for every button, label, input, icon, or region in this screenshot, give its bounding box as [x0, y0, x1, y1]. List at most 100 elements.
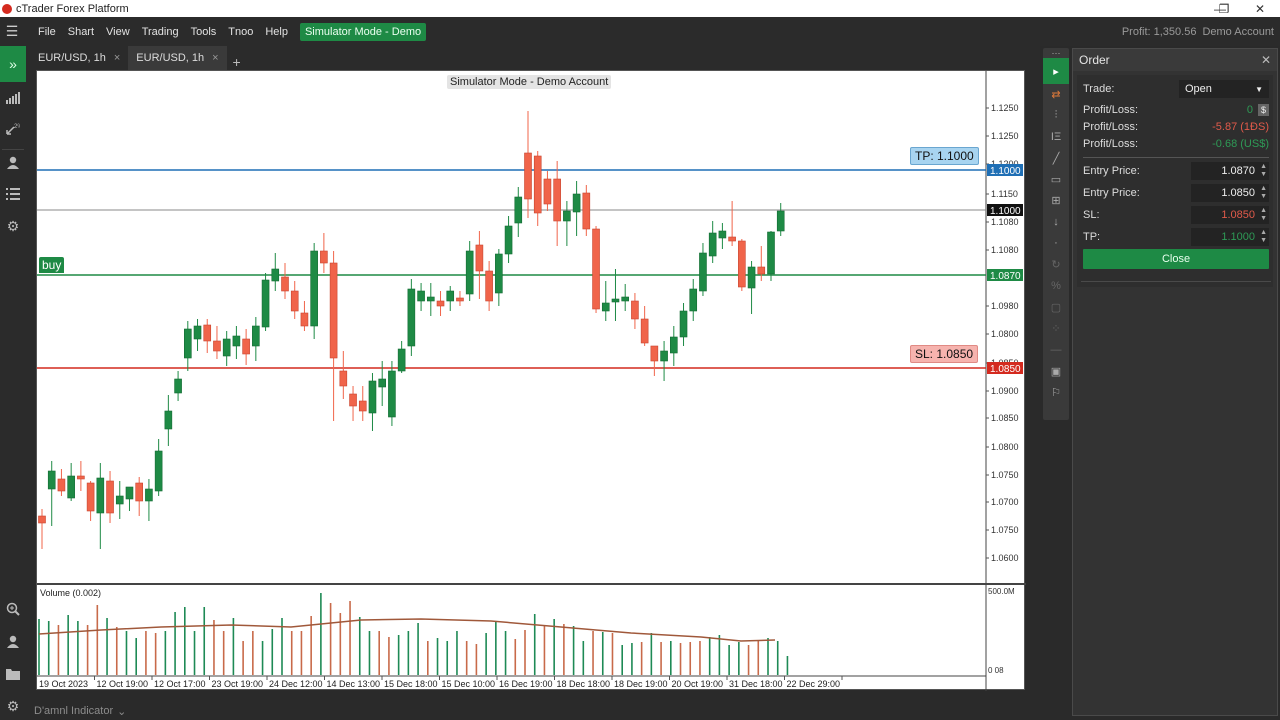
sl-input[interactable]: 1.0850 ▲ ▼ [1191, 206, 1269, 224]
rotate-tool-icon[interactable]: ↻ [1051, 259, 1061, 272]
tp-label[interactable]: TP: 1.1000 [910, 147, 979, 165]
svg-text:15 Dec 10:00: 15 Dec 10:00 [442, 679, 496, 689]
text-tool-icon[interactable]: ▭ [1050, 174, 1062, 186]
candlestick-chart[interactable]: 1.12501.12501.12001.11501.10801.10801.09… [37, 71, 1026, 691]
tp-input[interactable]: 1.1000 ▲ ▼ [1191, 228, 1269, 246]
crosshair-tool-icon[interactable]: ⇄ [1051, 88, 1061, 101]
gear-icon[interactable]: ⚙ [6, 697, 20, 714]
dot-tool-icon[interactable]: · [1054, 237, 1058, 250]
svg-text:1.0870: 1.0870 [990, 271, 1021, 282]
pl-label: Profit/Loss: [1083, 121, 1139, 133]
buy-label[interactable]: buy [39, 257, 65, 273]
svg-text:16 Dec 19:00: 16 Dec 19:00 [499, 679, 553, 689]
arrow-down-tool-icon[interactable]: ↓ [1053, 216, 1059, 229]
pl-label: Profit/Loss: [1083, 138, 1139, 150]
chevron-down-icon[interactable]: ⌄ [117, 705, 127, 718]
note-tool-icon[interactable]: ▣ [1050, 365, 1062, 378]
menu-help[interactable]: Help [265, 25, 288, 38]
restore-button[interactable]: ❐ [1218, 1, 1230, 16]
account-icon[interactable] [0, 627, 26, 655]
tab-label: EUR/USD, 1h [136, 52, 205, 64]
pl-value: 0 [1246, 104, 1253, 116]
menu-view[interactable]: View [106, 25, 130, 38]
close-window-button[interactable]: ✕ [1254, 1, 1266, 16]
entry-price-label: Entry Price: [1083, 165, 1140, 177]
stepper-icon[interactable]: ▲ ▼ [1260, 185, 1267, 200]
minimize-button[interactable]: — [1214, 1, 1226, 16]
expand-icon[interactable]: » [0, 46, 26, 82]
list-icon[interactable] [0, 180, 26, 208]
window-titlebar: cTrader Forex Platform — ❐ ✕ [0, 0, 1280, 17]
menu-tools[interactable]: Tools [190, 25, 217, 38]
tab-eurusd-2[interactable]: EUR/USD, 1h × [128, 46, 227, 70]
cursor-tool-icon[interactable]: ▸ [1043, 58, 1069, 84]
menu-tnoo[interactable]: Tnoo [228, 25, 254, 38]
entry-price-input[interactable]: 1.0870 ▲ ▼ [1191, 162, 1269, 180]
signal-tool-icon[interactable]: ⚐ [1051, 387, 1061, 399]
measure-tool-icon[interactable]: — [1050, 343, 1062, 356]
app-logo-icon [2, 3, 12, 14]
svg-text:1.0800: 1.0800 [991, 329, 1019, 339]
menu-chart[interactable]: Shart [67, 25, 95, 38]
order-title: Order [1079, 53, 1110, 67]
svg-text:18 Dec 18:00: 18 Dec 18:00 [557, 679, 611, 689]
chevron-down-icon: ▼ [1255, 84, 1263, 94]
svg-text:20 Oct 19:00: 20 Oct 19:00 [672, 679, 724, 689]
svg-text:1.0750: 1.0750 [991, 470, 1019, 480]
svg-text:1.1250: 1.1250 [991, 103, 1019, 113]
zoom-icon[interactable] [0, 595, 26, 623]
tab-label: EUR/USD, 1h [38, 52, 106, 64]
trade-select[interactable]: Open ▼ [1179, 80, 1269, 98]
folder-icon[interactable] [0, 660, 26, 688]
close-position-button[interactable]: Close [1083, 249, 1269, 269]
add-tab-button[interactable]: + [232, 54, 241, 70]
tab-close-icon[interactable]: × [212, 52, 219, 64]
hamburger-menu-icon[interactable]: ☰ [5, 23, 19, 39]
trade-value: Open [1185, 83, 1212, 95]
svg-text:2%: 2% [14, 124, 20, 130]
svg-text:14 Dec 13:00: 14 Dec 13:00 [327, 679, 381, 689]
volume-label: Volume (0.002) [40, 588, 102, 598]
chart-bars-icon[interactable] [0, 84, 26, 112]
entry-price-input-2[interactable]: 1.0850 ▲ ▼ [1191, 184, 1269, 202]
entry-price-value: 1.0850 [1221, 187, 1255, 199]
simulator-mode-badge[interactable]: Simulator Mode - Demo [299, 22, 427, 41]
percent-tool-icon[interactable]: % [1051, 280, 1061, 292]
tab-close-icon[interactable]: × [113, 52, 121, 64]
pattern-tool-icon[interactable]: ⁘ [1051, 323, 1061, 336]
stepper-icon[interactable]: ▲ ▼ [1260, 207, 1267, 222]
toolstrip-grip-icon[interactable]: ⋯ [1051, 47, 1061, 58]
vertical-line-tool-icon[interactable]: ⫶ [1054, 109, 1058, 122]
volume-axis-min: 0 08 [988, 666, 1004, 675]
currency-toggle[interactable]: $ [1257, 104, 1269, 116]
indicator-selector[interactable]: D'amnl Indicator [34, 705, 114, 717]
fib-tool-icon[interactable]: IΞ [1050, 130, 1062, 143]
entry-price-label: Entry Price: [1083, 187, 1140, 199]
divider [1083, 157, 1269, 158]
stepper-icon[interactable]: ▲ ▼ [1260, 229, 1267, 244]
tp-field-label: TP: [1083, 231, 1101, 243]
trade-label: Trade: [1083, 83, 1115, 95]
settings-icon[interactable]: ⚙ [6, 217, 20, 234]
pl-label: Profit/Loss: [1083, 104, 1139, 116]
rectangle-tool-icon[interactable]: ▢ [1050, 301, 1062, 314]
svg-text:18 Dec 19:00: 18 Dec 19:00 [614, 679, 668, 689]
svg-text:15 Dec 18:00: 15 Dec 18:00 [384, 679, 438, 689]
svg-text:1.0850: 1.0850 [991, 413, 1019, 423]
left-sidebar: » 2% ⚙ ⚙ [0, 46, 30, 720]
drawing-icon[interactable]: 2% [0, 114, 26, 142]
svg-text:1.0700: 1.0700 [991, 497, 1019, 507]
account-display[interactable]: Demo Account [1202, 25, 1274, 38]
sl-label[interactable]: SL: 1.0850 [910, 345, 979, 363]
chart-type-tool-icon[interactable]: ⊞ [1051, 195, 1061, 208]
stepper-icon[interactable]: ▲ ▼ [1260, 163, 1267, 178]
order-form: Trade: Open ▼ Profit/Loss: 0 $ Profit/Lo… [1077, 75, 1273, 287]
trend-line-tool-icon[interactable]: ╱ [1052, 152, 1060, 165]
menu-trading[interactable]: Trading [141, 25, 179, 38]
svg-text:1.1250: 1.1250 [991, 131, 1019, 141]
order-close-icon[interactable]: ✕ [1260, 53, 1271, 67]
user-icon[interactable] [0, 148, 26, 176]
chart-area[interactable]: 1.12501.12501.12001.11501.10801.10801.09… [36, 70, 1026, 691]
tab-eurusd-1[interactable]: EUR/USD, 1h × [30, 46, 128, 70]
menu-file[interactable]: File [38, 25, 56, 38]
